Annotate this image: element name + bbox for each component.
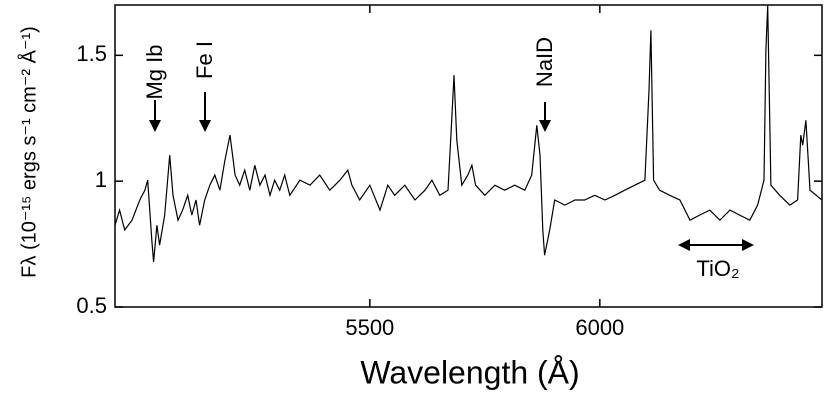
arrow-head [199,120,211,132]
band-label: TiO₂ [696,256,739,281]
line-label: NaID [532,37,557,87]
line-label: Fe I [192,41,217,79]
y-tick-label: 0.5 [76,293,107,318]
arrow-head [149,120,161,132]
y-tick-label: 1.5 [76,41,107,66]
arrow-head [742,239,754,251]
spectrum-line [114,5,823,263]
x-tick-label: 6000 [575,315,624,340]
line-label: Mg Ib [142,44,167,99]
y-axis-label: Fλ (10⁻¹⁵ ergs s⁻¹ cm⁻² Å⁻¹) [17,26,40,278]
plot-frame [114,4,823,308]
x-tick-label: 5500 [345,315,394,340]
arrow-head [678,239,690,251]
x-axis-label: Wavelength (Å) [360,354,579,390]
arrow-head [539,120,551,132]
y-tick-label: 1 [95,167,107,192]
